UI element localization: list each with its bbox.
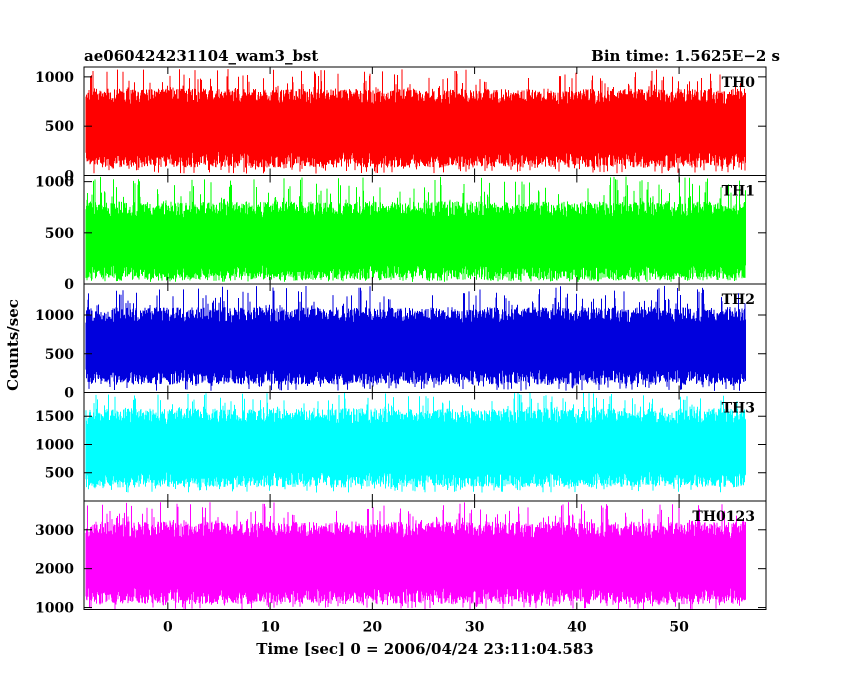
y-tick-label: 500 (45, 347, 74, 363)
y-tick-label: 3000 (35, 523, 74, 539)
y-tick-label: 0 (64, 169, 74, 185)
panel-label: TH3 (722, 401, 755, 417)
light-curve-th2 (85, 285, 746, 391)
y-tick-label: 2000 (35, 562, 74, 578)
panel-th3: 500 1000 1500 TH3 (35, 392, 767, 502)
x-tick-label: 30 (465, 620, 485, 636)
y-tick-label: 1000 (35, 437, 74, 453)
light-curve-th3 (85, 392, 746, 493)
x-tick-label: 0 (163, 620, 173, 636)
bin-time-label: Bin time: 1.5625E−2 s (591, 47, 780, 65)
y-tick-label: 0 (64, 386, 74, 402)
panel-frame (83, 500, 767, 610)
panel-label: TH1 (722, 184, 755, 200)
y-axis-title: Counts/sec (4, 299, 22, 391)
panel-th1: 0 500 1000 TH1 (35, 175, 767, 293)
y-tick-label: 1500 (35, 409, 74, 425)
panel-label: TH0123 (692, 509, 755, 525)
light-curve-th1 (85, 176, 746, 282)
panel-label: TH2 (722, 292, 755, 308)
y-tick-label: 500 (45, 226, 74, 242)
panel-th0123: 1000 2000 3000 TH0123 (35, 500, 767, 617)
y-tick-label: 1000 (35, 175, 74, 191)
light-curve-th0123 (85, 502, 746, 610)
panel-th0: 0 500 1000 TH0 (35, 66, 767, 185)
y-tick-label: 1000 (35, 601, 74, 617)
y-tick-label: 1000 (35, 70, 74, 86)
panel-label: TH0 (722, 75, 756, 91)
x-axis-title: Time [sec] 0 = 2006/04/24 23:11:04.583 (256, 640, 593, 658)
y-tick-label: 500 (45, 466, 74, 482)
y-tick-label: 0 (64, 277, 74, 293)
light-curve-th0 (85, 69, 746, 174)
y-tick-label: 500 (45, 119, 74, 135)
y-tick-label: 1000 (35, 308, 74, 324)
figure-title: ae060424231104_wam3_bst (84, 47, 318, 65)
x-tick-label: 40 (567, 620, 587, 636)
x-tick-label: 10 (260, 620, 280, 636)
x-tick-label: 50 (669, 620, 689, 636)
panel-th2: 0 500 1000 TH2 (35, 283, 767, 402)
x-tick-label: 20 (363, 620, 383, 636)
